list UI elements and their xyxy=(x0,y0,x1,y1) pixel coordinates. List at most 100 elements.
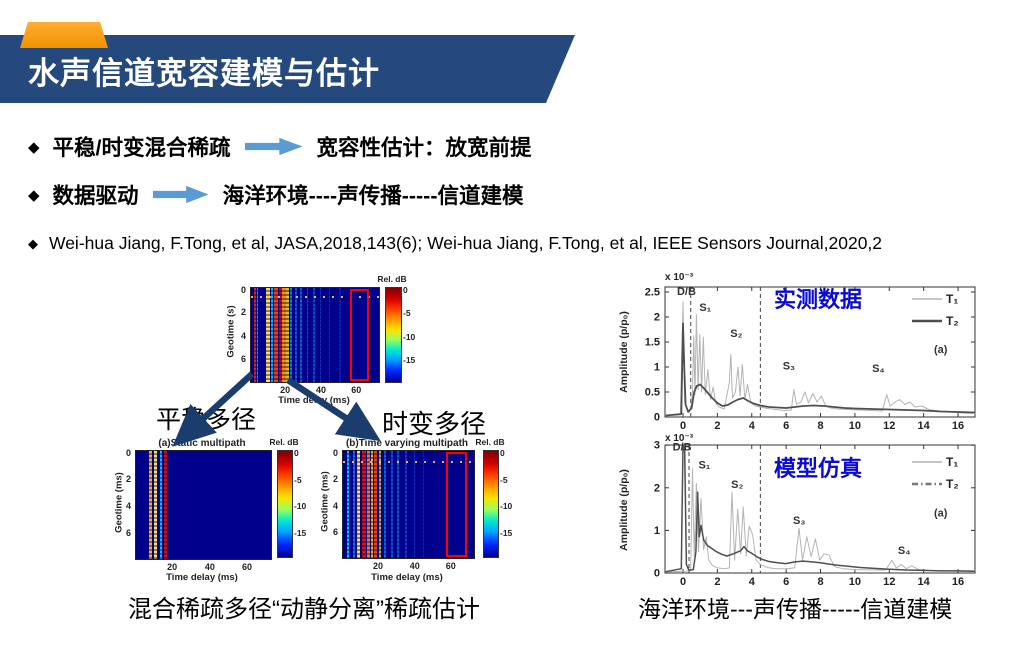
heatmap-stripe xyxy=(413,451,416,558)
annotation-S₃: S₃ xyxy=(783,361,795,373)
y-tick-label: 6 xyxy=(240,354,246,365)
x-tick-label: 10 xyxy=(849,576,861,588)
x-tick-label: 12 xyxy=(883,420,895,432)
annotation-(a): (a) xyxy=(934,344,948,356)
annotation-S₃: S₃ xyxy=(793,515,805,527)
line-chart-1: 0 2 4 6 8 10 12 14 16 0 0.5 1 1.5 2 2.5 x 10⁻³ Amplitude… xyxy=(618,272,976,432)
heatmap-stripe xyxy=(366,451,370,558)
y-tick-label: 4 xyxy=(332,500,338,511)
heatmap-stripe xyxy=(352,451,355,558)
y-tick-label: 2 xyxy=(240,307,246,318)
heatmap-stripe xyxy=(295,288,298,382)
heatmap-stripe xyxy=(286,288,289,382)
x-tick-label: 40 xyxy=(204,562,215,572)
dotted-row xyxy=(343,460,474,463)
annotation-S₁: S₁ xyxy=(699,302,711,314)
y-tick-label: 0 xyxy=(332,448,338,459)
bullet1-lead: 平稳/时变混合稀疏 xyxy=(52,136,231,160)
x-tick-label: 12 xyxy=(883,576,895,588)
chart-title: 实测数据 xyxy=(774,287,862,312)
x-tick-label: 20 xyxy=(167,562,178,572)
x-axis-label: Time delay (ms) xyxy=(278,395,350,406)
colorbar-tick-label: -15 xyxy=(294,527,307,538)
heatmap-stripe xyxy=(361,451,366,558)
colorbar-tick-label: -15 xyxy=(500,527,513,538)
legend-label: T₁ xyxy=(946,455,958,469)
diamond-bullet-icon: ◆ xyxy=(28,235,38,251)
heatmap-stripe xyxy=(254,288,257,382)
highlight-red-box xyxy=(446,452,467,557)
annotation-S₄: S₄ xyxy=(898,545,911,557)
colorbar xyxy=(483,450,499,558)
y-axis-label: Amplitude (p/p₀) xyxy=(618,469,630,551)
varying-multipath-label: 时变多径 xyxy=(382,409,487,439)
x-tick-label: 40 xyxy=(409,561,420,571)
x-tick-label: 10 xyxy=(849,420,861,432)
accent-tab xyxy=(20,22,108,48)
bullet2-lead: 数据驱动 xyxy=(52,184,139,208)
y-tick-label: 0.5 xyxy=(645,387,660,399)
legend-label: T₂ xyxy=(946,477,959,491)
y-tick-label: 2 xyxy=(125,474,131,485)
y-tick-label: 4 xyxy=(240,330,246,341)
annotation-S₂: S₂ xyxy=(730,328,742,340)
x-tick-label: 60 xyxy=(351,385,362,395)
colorbar-tick-label: -15 xyxy=(403,355,416,366)
right-figure-caption: 海洋环境---声传播-----信道建模 xyxy=(638,596,953,622)
colorbar-tick-label: 0 xyxy=(500,448,505,459)
x-axis-label: Time delay (ms) xyxy=(371,572,443,583)
annotation-D/B: D/B xyxy=(677,286,696,298)
bullet-row-1: ◆ 平稳/时变混合稀疏 宽容性估计：放宽前提 xyxy=(28,131,532,162)
annotation-(a): (a) xyxy=(934,507,948,519)
heatmap-stripe xyxy=(274,288,278,382)
heatmap-stripe xyxy=(278,288,283,382)
heatmap-title: (b)Time varying multipath xyxy=(345,438,469,449)
annotation-S₄: S₄ xyxy=(872,363,885,375)
heatmap-stripe xyxy=(154,451,158,559)
heatmap-stripe xyxy=(374,451,378,558)
heatmap-texture xyxy=(136,451,271,559)
colorbar-tick-label: -5 xyxy=(403,308,411,319)
bullet-row-citation: ◆ Wei-hua Jiang, F.Tong, et al, JASA,201… xyxy=(28,233,1018,254)
y-tick-label: 4 xyxy=(125,501,131,512)
heatmap-stripe xyxy=(256,288,259,382)
citation-text: Wei-hua Jiang, F.Tong, et al, JASA,2018,… xyxy=(49,233,883,253)
heatmap-stripe xyxy=(370,451,374,558)
left-figure-caption: 混合稀疏多径“动静分离”稀疏估计 xyxy=(128,596,480,623)
heatmap-stripe xyxy=(320,288,322,382)
colorbar-tick-label: -5 xyxy=(294,474,302,485)
colorbar-label: Rel. dB xyxy=(377,274,407,284)
colorbar-label: Rel. dB xyxy=(269,437,299,447)
axis-scale-label: x 10⁻³ xyxy=(665,433,694,444)
y-tick-label: 0 xyxy=(654,412,660,424)
heatmap-stripe xyxy=(270,288,273,382)
x-tick-label: 20 xyxy=(280,385,291,395)
x-tick-label: 16 xyxy=(952,576,964,588)
y-tick-label: 1 xyxy=(654,525,660,537)
legend-label: T₂ xyxy=(946,314,959,328)
colorbar-label: Rel. dB xyxy=(475,437,505,447)
heatmap-stripe xyxy=(306,288,309,382)
y-tick-label: 0 xyxy=(125,448,131,459)
legend-label: T₁ xyxy=(946,292,958,306)
colorbar-tick-label: -5 xyxy=(500,474,508,485)
x-tick-label: 2 xyxy=(714,420,720,432)
y-tick-label: 2 xyxy=(654,312,660,324)
y-tick-label: 3 xyxy=(654,440,660,452)
x-tick-label: 8 xyxy=(817,420,823,432)
heatmap-stripe xyxy=(379,451,381,558)
colorbar-tick-label: -10 xyxy=(500,501,513,512)
bullet1-tail: 宽容性估计：放宽前提 xyxy=(316,136,532,160)
dotted-row xyxy=(251,296,379,299)
diamond-bullet-icon: ◆ xyxy=(28,138,40,156)
y-tick-label: 0 xyxy=(654,568,660,580)
heatmap-texture xyxy=(251,288,379,382)
heatmap-stripe xyxy=(159,451,163,559)
heatmap-stripe xyxy=(397,451,399,558)
x-tick-label: 0 xyxy=(680,576,686,588)
y-tick-label: 1 xyxy=(654,362,660,374)
x-tick-label: 0 xyxy=(680,420,686,432)
colorbar xyxy=(385,287,402,383)
